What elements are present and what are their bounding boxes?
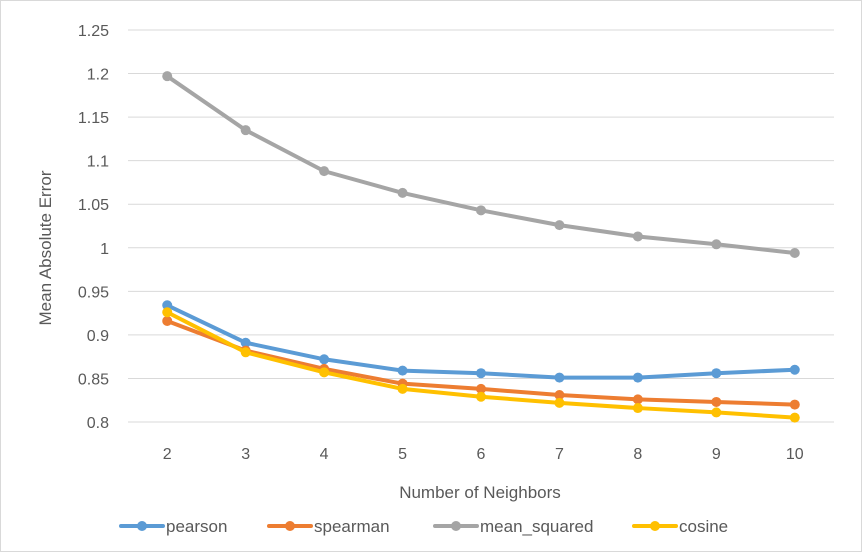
data-point <box>711 239 722 250</box>
data-point <box>240 125 251 136</box>
data-point <box>476 383 486 394</box>
x-tick-label: 4 <box>320 446 329 463</box>
data-point <box>789 412 800 423</box>
legend-label: spearman <box>314 517 390 536</box>
legend-point-marker <box>451 521 461 531</box>
data-point <box>632 394 643 405</box>
x-tick-label: 10 <box>786 446 804 463</box>
y-tick-label: 0.9 <box>87 328 109 345</box>
data-point <box>240 347 251 358</box>
data-point <box>711 396 722 407</box>
data-point <box>789 364 800 375</box>
data-point <box>711 368 722 379</box>
data-point <box>632 403 643 414</box>
x-tick-label: 3 <box>241 446 250 463</box>
data-point <box>319 354 330 365</box>
x-tick-label: 8 <box>633 446 642 463</box>
data-point <box>476 205 486 216</box>
series-mean-squared <box>162 71 800 259</box>
data-point <box>554 220 565 231</box>
series-pearson <box>162 300 800 383</box>
x-tick-label: 6 <box>477 446 486 463</box>
y-tick-label: 1.05 <box>78 197 109 214</box>
x-tick-label: 5 <box>398 446 407 463</box>
legend-label: pearson <box>166 517 227 536</box>
data-point <box>397 383 408 394</box>
legend-point-marker <box>137 521 147 531</box>
series-line <box>165 74 797 256</box>
data-point <box>162 71 173 82</box>
data-point <box>162 300 173 311</box>
data-point <box>632 231 643 242</box>
data-point <box>162 307 173 318</box>
y-tick-labels: 0.8 0.85 0.9 0.95 1 1.05 1.1 1.15 1.2 1.25 <box>78 23 109 432</box>
data-point <box>711 407 722 418</box>
gridlines <box>128 29 834 423</box>
legend-point-marker <box>650 521 660 531</box>
legend: pearson spearman mean_squared cosine <box>119 517 728 536</box>
x-tick-label: 9 <box>712 446 721 463</box>
legend-label: cosine <box>679 517 728 536</box>
series-line <box>165 303 797 380</box>
legend-item-pearson: pearson <box>119 517 227 536</box>
data-point <box>789 248 800 259</box>
y-tick-label: 0.85 <box>78 371 109 388</box>
data-point <box>240 337 251 348</box>
legend-item-mean-squared: mean_squared <box>433 517 593 536</box>
y-tick-label: 0.8 <box>87 415 109 432</box>
data-point <box>476 391 486 402</box>
legend-point-marker <box>285 521 295 531</box>
x-axis-title: Number of Neighbors <box>399 483 561 502</box>
y-axis-title: Mean Absolute Error <box>36 170 55 325</box>
data-point <box>319 166 330 177</box>
series-lines <box>162 71 800 423</box>
data-point <box>476 368 486 379</box>
y-tick-label: 1.2 <box>87 67 109 84</box>
x-tick-label: 7 <box>555 446 564 463</box>
legend-item-cosine: cosine <box>632 517 728 536</box>
data-point <box>162 315 173 326</box>
data-point <box>554 389 565 400</box>
data-point <box>397 187 408 198</box>
y-tick-label: 1.1 <box>87 154 109 171</box>
data-point <box>632 372 643 383</box>
y-tick-label: 0.95 <box>78 284 109 301</box>
y-tick-label: 1 <box>100 241 109 258</box>
series-cosine <box>162 307 800 423</box>
y-tick-label: 1.15 <box>78 110 109 127</box>
legend-label: mean_squared <box>480 517 593 536</box>
data-point <box>789 399 800 410</box>
data-point <box>554 397 565 408</box>
data-point <box>319 367 330 378</box>
y-tick-label: 1.25 <box>78 23 109 40</box>
data-point <box>397 365 408 376</box>
data-point <box>554 372 565 383</box>
x-tick-labels: 2 3 4 5 6 7 8 9 10 <box>163 446 804 463</box>
x-tick-label: 2 <box>163 446 172 463</box>
legend-item-spearman: spearman <box>267 517 390 536</box>
